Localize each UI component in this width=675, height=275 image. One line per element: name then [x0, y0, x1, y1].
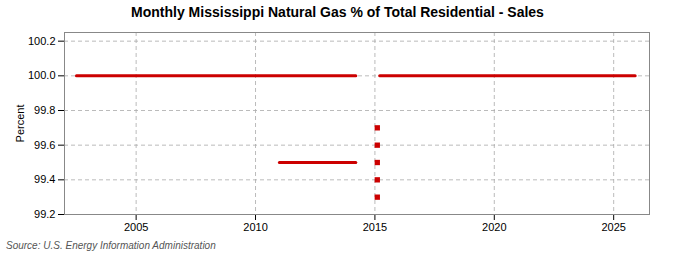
- svg-text:100.2: 100.2: [28, 35, 56, 47]
- svg-text:99.2: 99.2: [34, 208, 55, 220]
- html-text:Monthly Mississippi Natural Ga: Monthly Mississippi Natural Gas % of Tot…: [131, 4, 544, 20]
- svg-text:Percent: Percent: [14, 105, 26, 143]
- svg-text:99.8: 99.8: [34, 104, 55, 116]
- html-text:Source: U.S. Energy Informatio: Source: U.S. Energy Information Administ…: [6, 240, 216, 251]
- svg-text:2005: 2005: [124, 221, 148, 233]
- svg-text:2025: 2025: [601, 221, 625, 233]
- svg-text:99.6: 99.6: [34, 139, 55, 151]
- svg-text:99.4: 99.4: [34, 173, 55, 185]
- svg-text:100.0: 100.0: [28, 69, 56, 81]
- svg-text:2020: 2020: [482, 221, 506, 233]
- svg-text:2010: 2010: [243, 221, 267, 233]
- svg-text:2015: 2015: [363, 221, 387, 233]
